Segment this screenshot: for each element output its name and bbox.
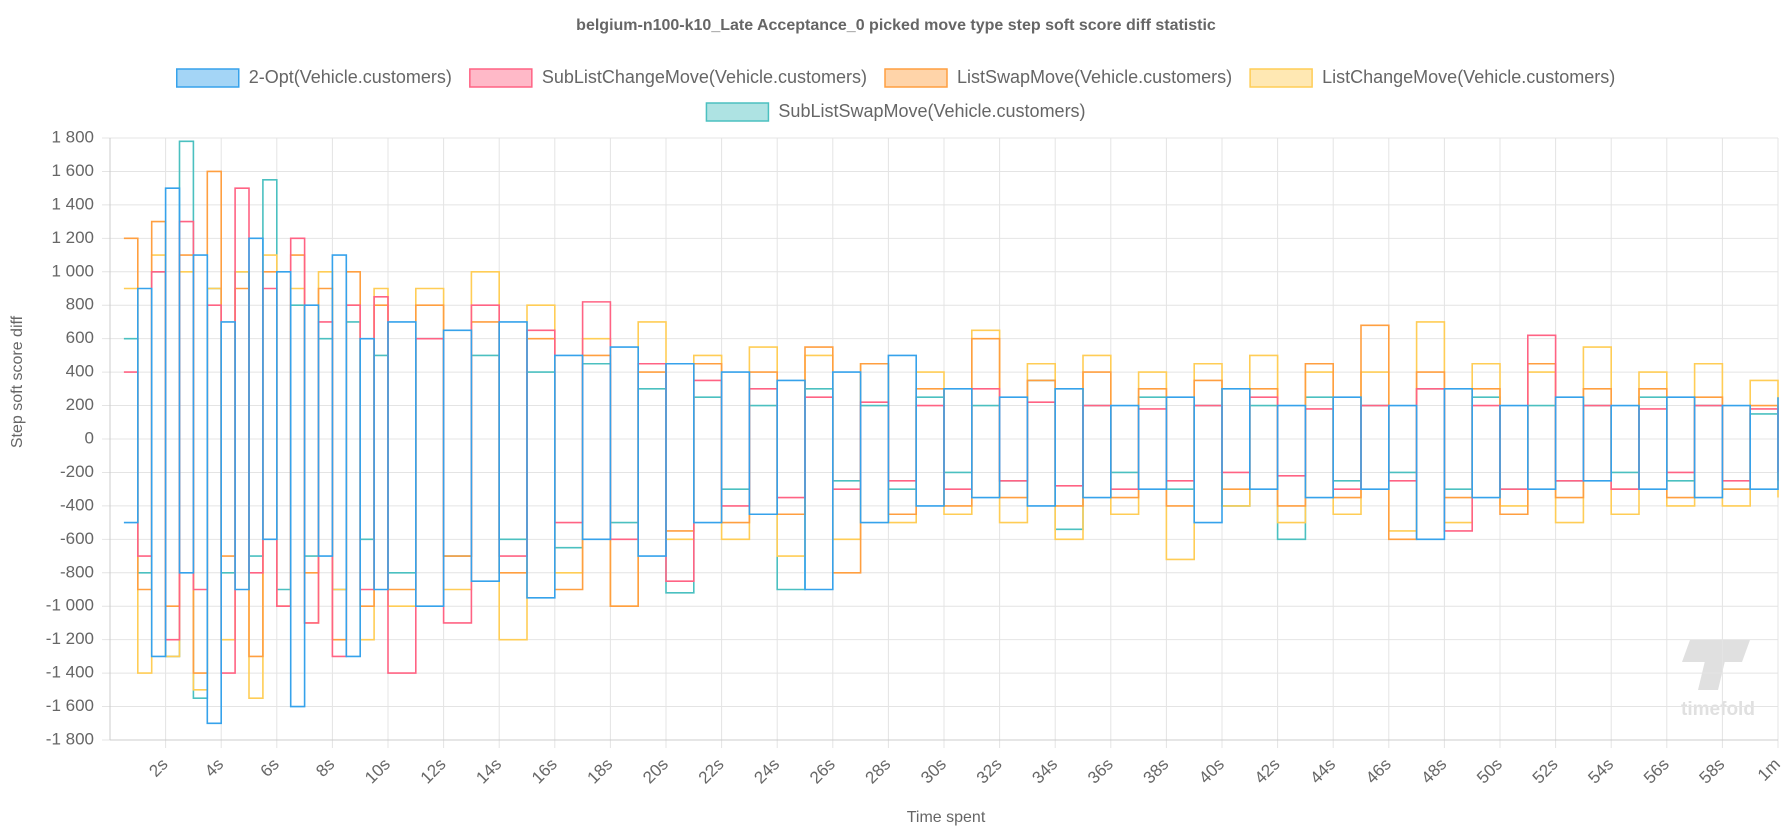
x-tick-label: 26s [806, 755, 839, 788]
y-tick-label: 1 800 [51, 127, 94, 146]
x-tick-label: 14s [472, 755, 505, 788]
x-tick-label: 46s [1362, 755, 1395, 788]
legend-item: ListChangeMove(Vehicle.customers) [1249, 67, 1615, 88]
y-tick-label: -200 [60, 462, 94, 481]
y-tick-label: -600 [60, 529, 94, 548]
legend-label: ListSwapMove(Vehicle.customers) [957, 67, 1232, 87]
y-tick-label: 800 [66, 295, 94, 314]
y-tick-label: -1 800 [46, 729, 94, 748]
series-line [123, 187, 1779, 725]
y-tick-label: -1 000 [46, 596, 94, 615]
series-line [123, 187, 1779, 674]
x-tick-label: 38s [1140, 755, 1173, 788]
legend-item: SubListSwapMove(Vehicle.customers) [705, 101, 1086, 122]
legend-swatch [176, 68, 240, 88]
legend-item: SubListChangeMove(Vehicle.customers) [469, 67, 867, 88]
series-line [123, 254, 1779, 699]
x-tick-label: 8s [312, 755, 338, 781]
x-tick-label: 34s [1028, 755, 1061, 788]
y-axis-label: Step soft score diff [9, 315, 26, 448]
legend-item: 2-Opt(Vehicle.customers) [176, 67, 452, 88]
x-tick-label: 48s [1418, 755, 1451, 788]
watermark-logo [1682, 640, 1750, 690]
chart-title: belgium-n100-k10_Late Acceptance_0 picke… [576, 17, 1216, 34]
x-tick-label: 50s [1473, 755, 1506, 788]
x-tick-label: 28s [862, 755, 895, 788]
x-tick-label: 4s [201, 755, 227, 781]
y-tick-label: 1 200 [51, 228, 94, 247]
series-line [123, 170, 1779, 674]
y-tick-label: -400 [60, 495, 94, 514]
x-tick-label: 12s [417, 755, 450, 788]
x-tick-label: 1m [1754, 755, 1784, 785]
legend-swatch [469, 68, 533, 88]
legend-label: ListChangeMove(Vehicle.customers) [1322, 67, 1615, 87]
y-tick-label: -1 600 [46, 696, 94, 715]
y-tick-label: -1 200 [46, 629, 94, 648]
series-line [123, 140, 1779, 699]
legend-label: 2-Opt(Vehicle.customers) [249, 67, 452, 87]
x-tick-label: 24s [750, 755, 783, 788]
x-tick-label: 54s [1584, 755, 1617, 788]
x-tick-label: 20s [639, 755, 672, 788]
y-tick-label: -800 [60, 562, 94, 581]
legend-swatch [705, 102, 770, 122]
legend-label: SubListSwapMove(Vehicle.customers) [778, 101, 1085, 121]
legend-swatch [884, 68, 948, 88]
x-tick-label: 32s [973, 755, 1006, 788]
x-tick-label: 30s [917, 755, 950, 788]
x-tick-label: 40s [1195, 755, 1228, 788]
x-tick-label: 18s [584, 755, 617, 788]
x-tick-label: 10s [361, 755, 394, 788]
x-tick-label: 58s [1696, 755, 1729, 788]
legend-label: SubListChangeMove(Vehicle.customers) [542, 67, 867, 87]
y-tick-label: 1 000 [51, 261, 94, 280]
watermark: timefold [1681, 699, 1755, 720]
x-tick-label: 2s [145, 755, 171, 781]
y-tick-label: 400 [66, 362, 94, 381]
y-tick-label: 1 600 [51, 161, 94, 180]
x-tick-label: 56s [1640, 755, 1673, 788]
y-tick-label: 0 [85, 428, 94, 447]
legend-item: ListSwapMove(Vehicle.customers) [884, 67, 1232, 88]
y-tick-label: 600 [66, 328, 94, 347]
y-tick-label: -1 400 [46, 663, 94, 682]
x-tick-label: 16s [528, 755, 561, 788]
x-tick-label: 36s [1084, 755, 1117, 788]
legend-swatch [1249, 68, 1313, 88]
x-tick-label: 22s [695, 755, 728, 788]
x-tick-label: 42s [1251, 755, 1284, 788]
x-tick-label: 44s [1306, 755, 1339, 788]
y-tick-label: 200 [66, 395, 94, 414]
x-tick-label: 6s [257, 755, 283, 781]
x-axis-label: Time spent [907, 809, 986, 826]
x-tick-label: 52s [1529, 755, 1562, 788]
y-tick-label: 1 400 [51, 194, 94, 213]
